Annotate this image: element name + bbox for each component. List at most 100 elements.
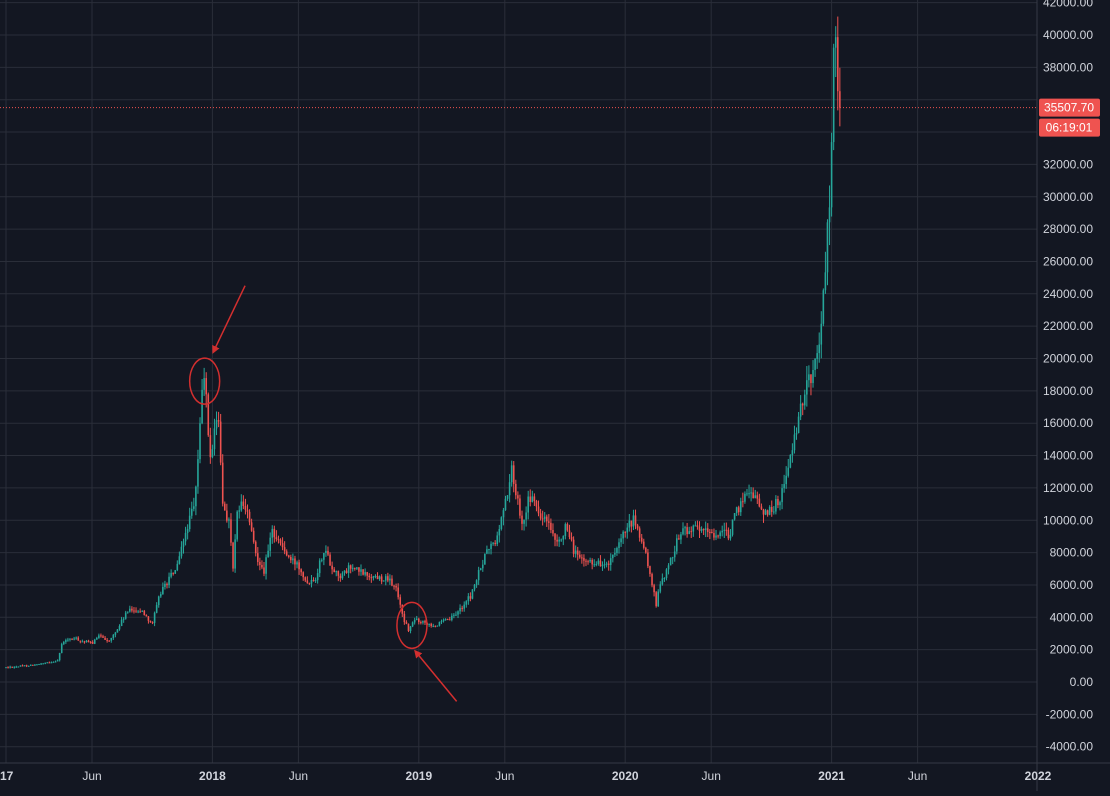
candle-body <box>362 569 364 575</box>
candle-body <box>323 552 325 560</box>
candle-body <box>729 534 732 539</box>
y-axis-tick-labels: 42000.00 40000.00 38000.00 32000.00 30000.00… <box>1043 0 1093 754</box>
candle-body <box>704 528 707 531</box>
candle-body <box>62 641 65 645</box>
countdown-text: 06:19:01 <box>1046 121 1093 135</box>
candle-body <box>830 142 833 208</box>
candle-body <box>698 526 701 531</box>
candle-body <box>221 462 224 504</box>
candle-body <box>93 639 96 644</box>
candle-body <box>223 503 226 511</box>
candle-body <box>17 666 20 668</box>
candle-body <box>13 666 16 668</box>
candle-body <box>25 665 28 667</box>
candle-body <box>279 539 282 544</box>
candle-body <box>368 575 371 578</box>
x-tick-label: Jun <box>495 769 514 783</box>
candle-body <box>667 565 670 570</box>
candle-body <box>570 536 573 540</box>
candle-body <box>267 550 269 558</box>
candle-body <box>543 516 546 519</box>
x-tick-label: 17 <box>0 769 14 783</box>
candle-body <box>768 506 771 515</box>
candle-body <box>176 563 179 571</box>
candle-body <box>440 621 443 623</box>
candle-body <box>42 663 44 665</box>
candle-body <box>184 532 187 542</box>
candle-body <box>512 465 515 484</box>
candle-body <box>120 619 123 627</box>
candle-body <box>409 626 412 631</box>
candle-body <box>116 629 119 633</box>
candle-body <box>217 420 220 422</box>
candle-body <box>7 667 9 669</box>
candle-body <box>459 607 461 612</box>
candle-body <box>645 547 647 553</box>
candle-body <box>372 576 375 578</box>
y-tick-label: 0.00 <box>1070 675 1094 689</box>
y-tick-label: 16000.00 <box>1043 416 1093 430</box>
candle-body <box>438 621 441 626</box>
candle-body <box>663 577 666 579</box>
candle-body <box>653 585 655 593</box>
candle-body <box>141 610 144 612</box>
candle-body <box>797 416 800 433</box>
y-tick-label: 8000.00 <box>1050 546 1094 560</box>
candle-body <box>442 619 445 622</box>
candle-body <box>418 618 420 623</box>
candle-body <box>65 640 67 642</box>
candle-body <box>599 560 602 567</box>
candle-body <box>506 495 509 499</box>
candle-body <box>692 525 695 532</box>
candle-body <box>814 358 816 370</box>
candle-body <box>56 660 59 662</box>
candle-body <box>783 484 785 489</box>
candle-body <box>380 576 383 582</box>
candle-body <box>236 511 238 540</box>
candle-body <box>162 586 164 595</box>
candle-body <box>228 519 230 521</box>
candle-body <box>232 542 234 569</box>
candle-body <box>129 608 131 612</box>
candle-body <box>281 543 284 548</box>
y-tick-label: 10000.00 <box>1043 513 1093 527</box>
candle-body <box>717 535 719 537</box>
candle-body <box>616 548 618 553</box>
candle-body <box>725 529 728 531</box>
candle-body <box>436 625 439 627</box>
candle-body <box>486 549 488 554</box>
candle-body <box>733 513 736 520</box>
candle-body <box>139 611 141 613</box>
candle-body <box>706 528 709 533</box>
candle-body <box>481 564 484 569</box>
candle-body <box>742 501 744 503</box>
y-tick-label: 12000.00 <box>1043 481 1093 495</box>
candle-body <box>659 584 662 592</box>
x-tick-label: Jun <box>289 769 308 783</box>
candle-body <box>737 507 740 513</box>
candle-body <box>52 661 55 663</box>
candle-body <box>492 542 494 544</box>
candle-body <box>9 666 11 668</box>
candle-body <box>731 519 734 535</box>
candle-body <box>48 662 51 664</box>
x-tick-label: 2019 <box>405 769 432 783</box>
candle-body <box>576 550 579 555</box>
candle-body <box>331 565 333 570</box>
candle-body <box>748 493 750 495</box>
candle-body <box>744 493 746 502</box>
candle-body <box>678 538 680 540</box>
candle-body <box>337 571 340 576</box>
candle-body <box>451 615 453 620</box>
candle-body <box>545 516 548 522</box>
candle-body <box>457 611 459 615</box>
candle-body <box>108 640 110 642</box>
candle-body <box>556 539 558 542</box>
candle-body <box>607 563 610 565</box>
candle-body <box>773 511 775 513</box>
candle-body <box>310 579 313 584</box>
candle-body <box>329 554 331 566</box>
candle-body <box>153 612 156 623</box>
